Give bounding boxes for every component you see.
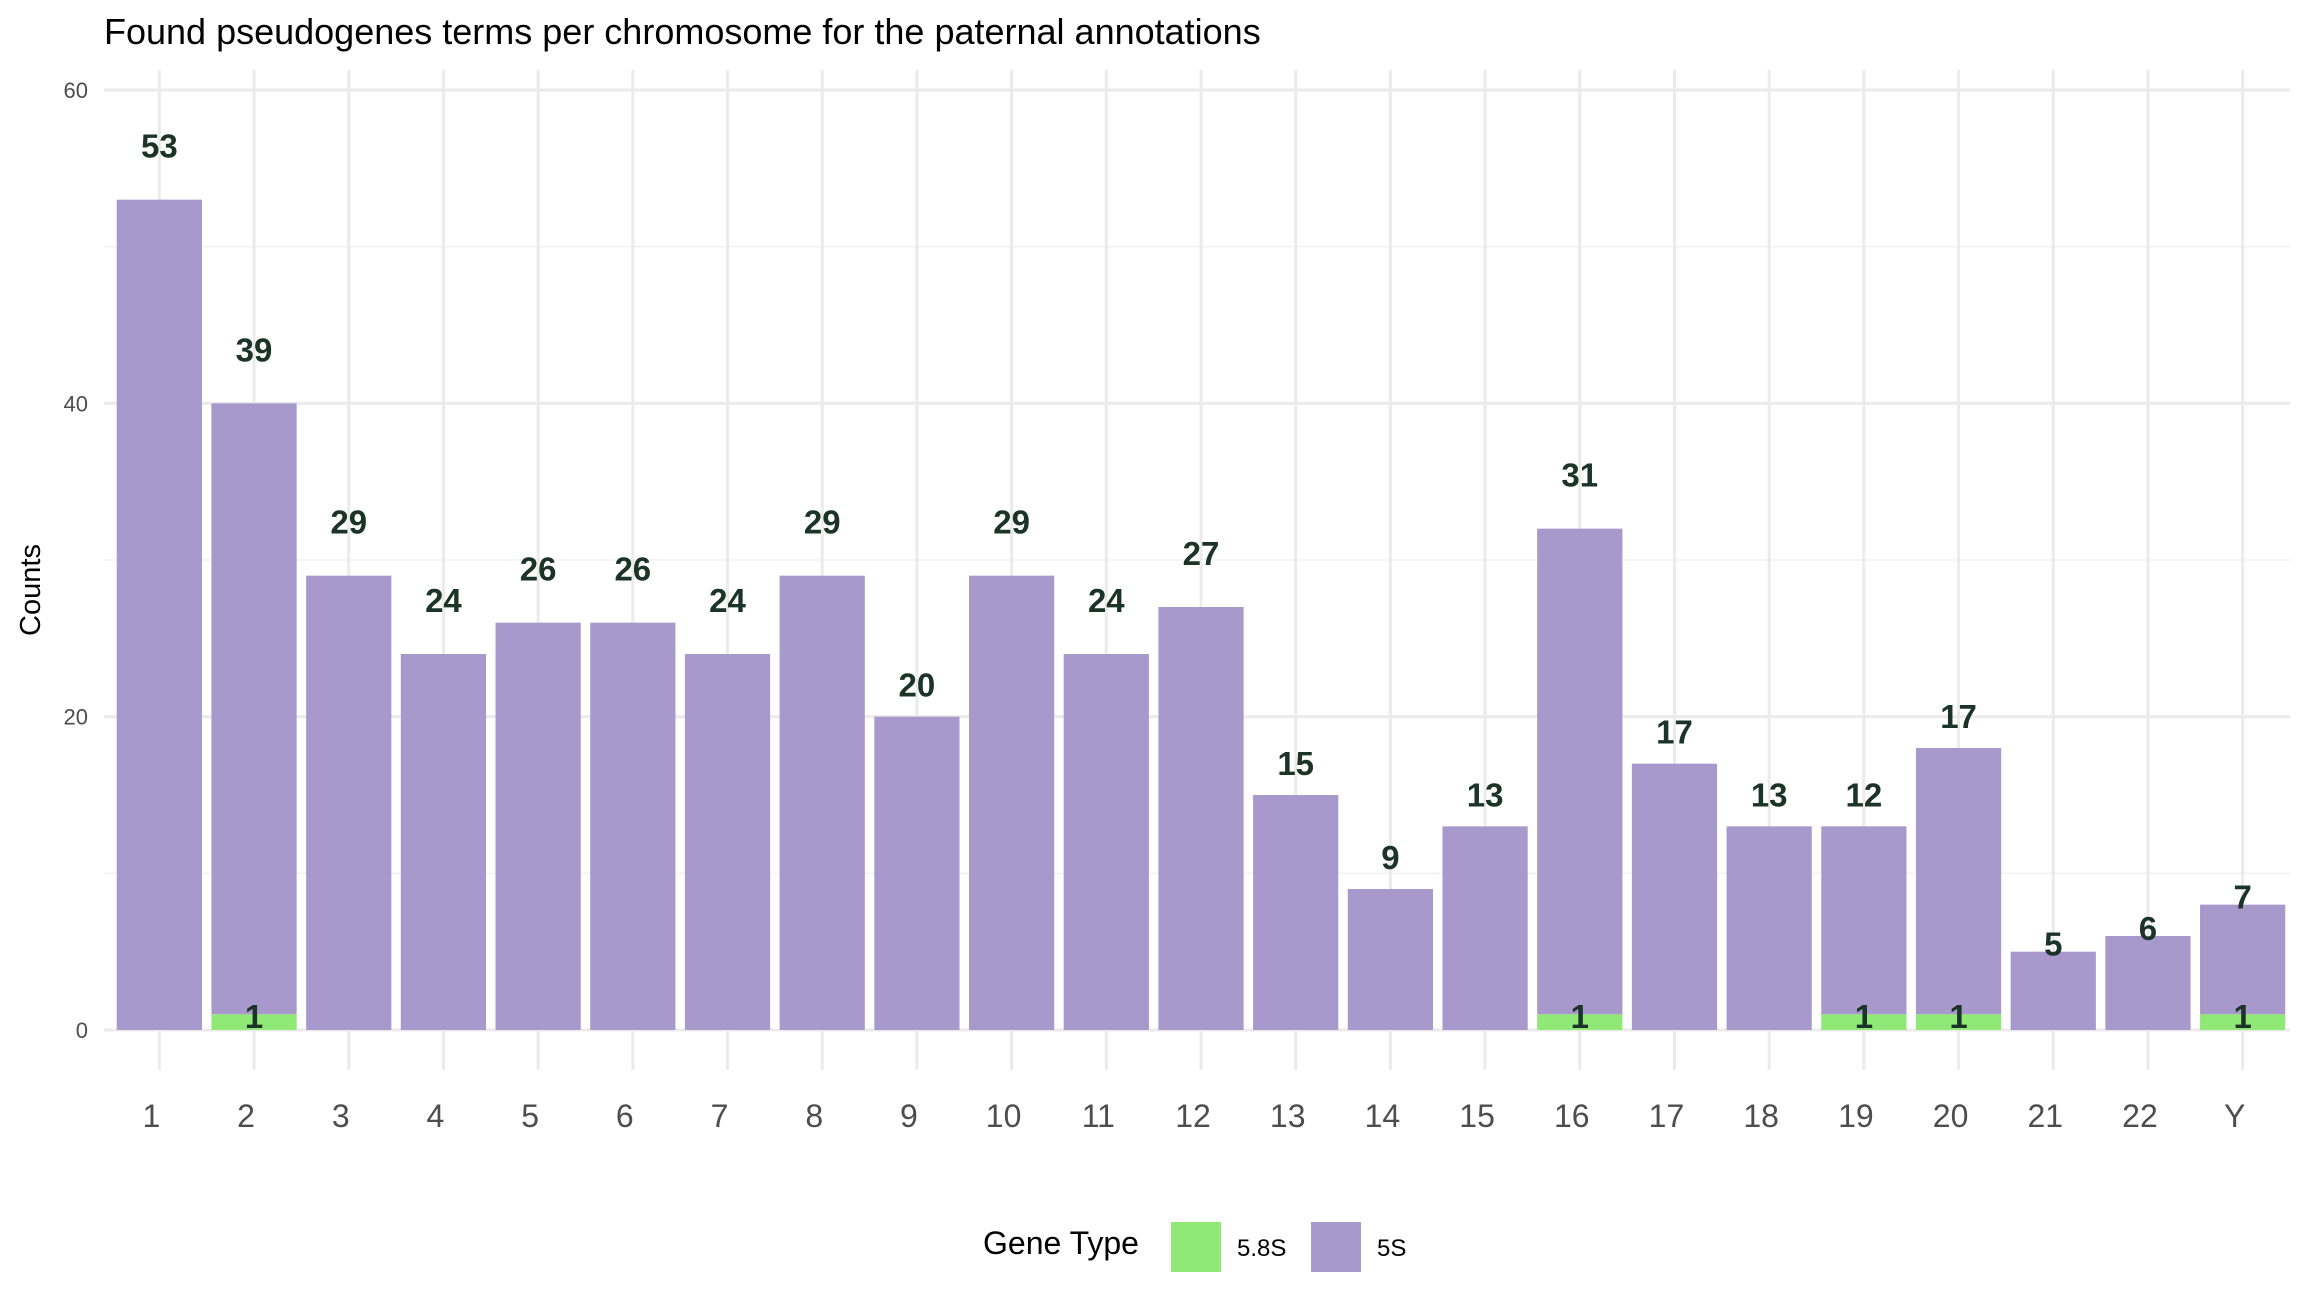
data-label-5s: 26: [520, 551, 557, 588]
bar-5s: [1347, 889, 1434, 1030]
bar-5s: [2010, 951, 2096, 1030]
bar-5s: [2105, 936, 2191, 1030]
x-tick-label: 18: [1743, 1098, 1779, 1134]
data-label-5-8s: 1: [2233, 998, 2251, 1035]
x-tick-label: 6: [616, 1098, 634, 1134]
bar-5s: [1158, 607, 1244, 1030]
x-tick-label: 17: [1649, 1098, 1685, 1134]
bar-5s: [1253, 795, 1339, 1030]
chart-title: Found pseudogenes terms per chromosome f…: [104, 11, 1261, 52]
bar-5s: [874, 716, 960, 1030]
data-label-5s: 53: [141, 128, 178, 165]
y-tick-label: 60: [64, 78, 88, 103]
x-tick-label: 16: [1554, 1098, 1590, 1134]
bar-5s: [590, 622, 676, 1030]
x-tick-label: 22: [2122, 1098, 2158, 1134]
bar-5-8s: [1915, 1014, 2002, 1030]
x-tick-label: 12: [1175, 1098, 1211, 1134]
x-tick-label: 11: [1082, 1098, 1115, 1134]
bar-5s: [2200, 904, 2286, 1015]
x-tick-label: 10: [986, 1098, 1022, 1134]
data-label-5s: 29: [330, 504, 367, 541]
data-label-5s: 29: [993, 504, 1030, 541]
data-label-5-8s: 1: [1571, 998, 1589, 1035]
data-label-5s: 27: [1183, 535, 1220, 572]
x-tick-label: 9: [900, 1098, 918, 1134]
data-label-5s: 24: [425, 582, 462, 619]
x-tick-label: 7: [711, 1098, 729, 1134]
bar-5-8s: [1537, 1014, 1623, 1030]
x-tick-label: Y: [2224, 1098, 2245, 1134]
data-label-5s: 24: [709, 582, 746, 619]
data-label-5s: 7: [2233, 879, 2251, 916]
bar-5-8s: [211, 1014, 297, 1030]
data-label-5s: 20: [899, 667, 936, 704]
data-label-5s: 31: [1561, 457, 1598, 494]
x-axis-ticks: 1 2 3 4 5 6 7 8 9 10 11 12 13 14 15 16 17 18 19 20 21 22 Y: [142, 1098, 2245, 1134]
data-label-5s: 13: [1467, 776, 1504, 813]
bar-5-8s: [1821, 1014, 1907, 1030]
x-tick-label: 5: [521, 1098, 539, 1134]
data-label-5s: 13: [1751, 776, 1788, 813]
legend-label: 5.8S: [1237, 1235, 1286, 1262]
data-label-5-8s: 1: [1855, 998, 1873, 1035]
legend-label: 5S: [1377, 1235, 1406, 1262]
bar-5s: [400, 654, 487, 1030]
data-label-5s: 6: [2139, 910, 2157, 947]
data-label-5s: 5: [2044, 926, 2062, 963]
legend-swatch: [1171, 1222, 1221, 1272]
bar-5s: [779, 575, 865, 1030]
data-label-5s: 17: [1940, 698, 1977, 735]
y-axis-label: Counts: [15, 544, 47, 636]
bar-5s: [116, 199, 202, 1030]
bar-5s: [1726, 826, 1812, 1030]
bar-5s: [1821, 826, 1907, 1015]
bar-5s: [1915, 748, 2002, 1015]
bars: [116, 199, 2286, 1030]
y-tick-label: 20: [64, 705, 88, 730]
data-label-5s: 15: [1277, 745, 1314, 782]
legend-title: Gene Type: [983, 1225, 1139, 1261]
bar-5s: [211, 403, 297, 1015]
x-tick-label: 4: [427, 1098, 445, 1134]
bar-5-8s: [2200, 1014, 2286, 1030]
data-label-5s: 26: [614, 551, 651, 588]
bar-5s: [1631, 763, 1718, 1030]
bar-5s: [684, 654, 771, 1030]
legend: Gene Type 5.8S 5S: [983, 1222, 1406, 1272]
x-tick-label: 1: [142, 1098, 160, 1134]
x-tick-label: 3: [332, 1098, 350, 1134]
bar-5s: [1442, 826, 1528, 1030]
data-label-5s: 12: [1846, 776, 1883, 813]
x-tick-label: 13: [1270, 1098, 1306, 1134]
y-tick-label: 0: [76, 1018, 88, 1043]
x-tick-label: 15: [1459, 1098, 1495, 1134]
x-tick-label: 21: [2027, 1098, 2063, 1134]
x-tick-label: 2: [237, 1098, 255, 1134]
bar-5s: [1537, 528, 1623, 1015]
y-tick-label: 40: [64, 391, 88, 416]
data-label-5-8s: 1: [1949, 998, 1967, 1035]
bar-5s: [306, 575, 392, 1030]
legend-swatch: [1311, 1222, 1361, 1272]
x-tick-label: 20: [1933, 1098, 1969, 1134]
x-tick-label: 14: [1365, 1098, 1401, 1134]
bar-5s: [968, 575, 1055, 1030]
y-axis-ticks: 0 20 40 60: [64, 78, 88, 1043]
data-label-5s: 24: [1088, 582, 1125, 619]
bar-5s: [1063, 654, 1149, 1030]
data-label-5s: 39: [236, 331, 273, 368]
x-tick-label: 19: [1838, 1098, 1874, 1134]
data-label-5s: 17: [1656, 714, 1693, 751]
x-tick-label: 8: [805, 1098, 823, 1134]
data-label-5-8s: 1: [245, 998, 263, 1035]
data-label-5s: 9: [1381, 839, 1399, 876]
data-label-5s: 29: [804, 504, 841, 541]
bar-5s: [495, 622, 581, 1030]
